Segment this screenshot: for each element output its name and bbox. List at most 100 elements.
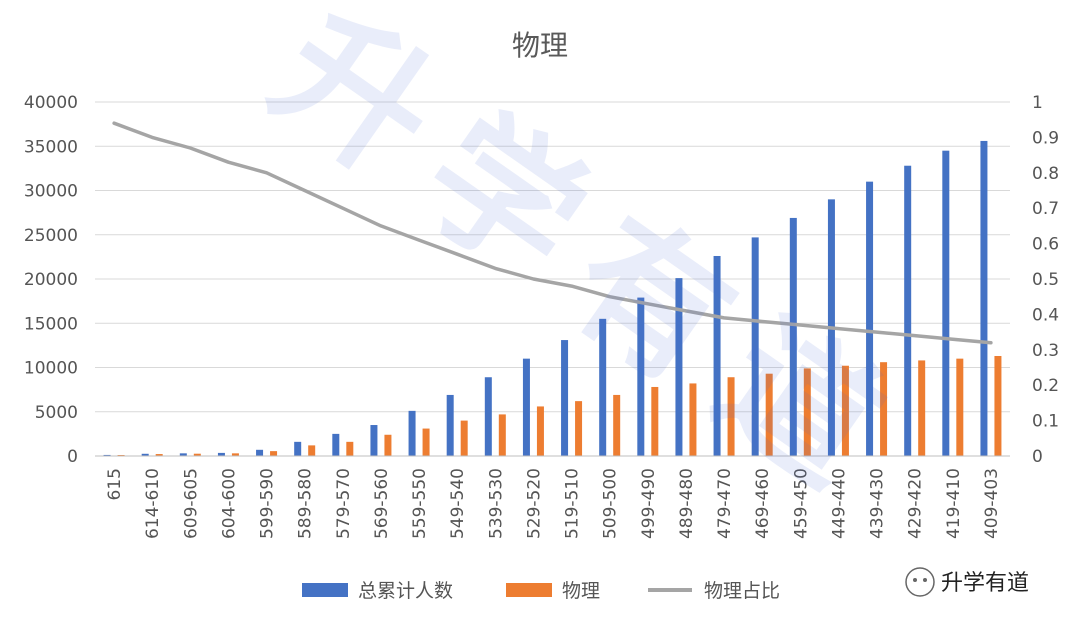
- right-axis: 0 0.1 0.2 0.3 0.4 0.5 0.6 0.7 0.8 0.9 1: [1032, 93, 1059, 467]
- total-cumulative-bar: [294, 441, 302, 456]
- right-axis-tick-label: 1: [1032, 93, 1043, 113]
- total-cumulative-bar: [332, 433, 340, 456]
- total-cumulative-bar: [751, 237, 759, 456]
- physics-bar: [308, 445, 316, 456]
- x-axis-tick-label: 559-550: [410, 468, 430, 539]
- ratio-line: [112, 121, 993, 345]
- x-axis-tick-label: 439-430: [868, 468, 888, 539]
- physics-bar: [689, 383, 697, 456]
- left-axis-tick-label: 35000: [24, 137, 78, 157]
- physics-bar: [422, 428, 430, 456]
- x-axis-tick-label: 459-450: [791, 468, 811, 539]
- wechat-logo-eye: [913, 578, 917, 582]
- physics-bar: [918, 360, 926, 456]
- left-axis-tick-label: 30000: [24, 182, 78, 202]
- legend-label: 总累计人数: [358, 580, 453, 602]
- x-axis-tick-label: 614-610: [143, 468, 163, 539]
- x-axis-tick-label: 589-580: [296, 468, 316, 539]
- total-cumulative-bar: [675, 278, 683, 456]
- x-axis-tick-label: 569-560: [372, 468, 392, 539]
- total-cumulative-bar: [103, 454, 111, 456]
- total-cumulative-bar: [370, 425, 378, 456]
- x-axis-tick-label: 579-570: [334, 468, 354, 539]
- x-axis-tick-label: 519-510: [563, 468, 583, 539]
- legend-label: 物理占比: [704, 580, 780, 602]
- left-axis-tick-label: 5000: [35, 403, 78, 423]
- x-axis-tick-label: 449-440: [829, 468, 849, 539]
- physics-bar: [765, 373, 773, 456]
- right-axis-tick-label: 0.7: [1032, 199, 1059, 219]
- physics-bar: [536, 406, 544, 456]
- total-cumulative-bar: [179, 453, 187, 456]
- physics-bar: [460, 420, 468, 456]
- total-cumulative-bar: [789, 217, 797, 456]
- legend-swatch: [302, 583, 348, 597]
- ratio-line-layer: [112, 121, 993, 345]
- physics-bar: [155, 454, 163, 456]
- x-axis-tick-label: 469-460: [753, 468, 773, 539]
- left-axis-tick-label: 0: [67, 447, 78, 467]
- total-cumulative-bar: [256, 449, 264, 456]
- physics-bar: [498, 414, 506, 456]
- chart-title: 物理: [512, 29, 568, 62]
- total-cumulative-bar: [141, 453, 149, 456]
- left-axis-tick-label: 25000: [24, 226, 78, 246]
- physics-bar: [384, 434, 392, 456]
- physics-bar: [803, 368, 811, 456]
- physics-bar: [956, 358, 964, 456]
- total-cumulative-bar: [446, 394, 454, 456]
- gridlines: [95, 101, 1010, 457]
- x-axis-tick-label: 509-500: [601, 468, 621, 539]
- left-axis-tick-label: 20000: [24, 270, 78, 290]
- left-axis-tick-label: 40000: [24, 93, 78, 113]
- x-axis-tick-label: 489-480: [677, 468, 697, 539]
- x-axis-tick-label: 615: [105, 468, 125, 500]
- x-axis-tick-label: 549-540: [448, 468, 468, 539]
- right-axis-tick-label: 0.9: [1032, 128, 1059, 148]
- total-cumulative-bar: [637, 297, 645, 456]
- total-cumulative-bar: [484, 377, 492, 456]
- physics-bar: [613, 394, 621, 456]
- right-axis-tick-label: 0.5: [1032, 270, 1059, 290]
- total-cumulative-bar: [713, 255, 721, 456]
- physics-bar: [651, 386, 659, 456]
- total-cumulative-bar: [866, 181, 874, 456]
- total-cumulative-bar: [408, 410, 416, 456]
- total-cumulative-bar: [522, 358, 530, 456]
- total-cumulative-bar: [980, 140, 988, 456]
- legend-swatch: [506, 583, 552, 597]
- physics-bar: [231, 453, 239, 456]
- x-axis-tick-label: 599-590: [258, 468, 278, 539]
- bars: [103, 140, 1002, 457]
- left-axis-tick-label: 15000: [24, 314, 78, 334]
- right-axis-tick-label: 0: [1032, 447, 1043, 467]
- left-axis: 0 5000 10000 15000 20000 25000 30000 35000 40000: [24, 93, 78, 467]
- right-axis-tick-label: 0.1: [1032, 412, 1059, 432]
- x-axis-tick-label: 409-403: [982, 468, 1002, 539]
- physics-bar: [841, 365, 849, 456]
- physics-bar: [193, 453, 201, 456]
- total-cumulative-bar: [942, 150, 950, 457]
- physics-bar: [270, 451, 278, 456]
- total-cumulative-bar: [904, 165, 912, 456]
- physics-bar: [880, 362, 888, 456]
- physics-bar: [727, 377, 735, 456]
- physics-bar: [575, 401, 583, 456]
- right-axis-tick-label: 0.4: [1032, 305, 1059, 325]
- x-axis-tick-label: 479-470: [715, 468, 735, 539]
- x-axis-tick-label: 419-410: [944, 468, 964, 539]
- right-axis-tick-label: 0.6: [1032, 235, 1059, 255]
- total-cumulative-bar: [599, 318, 607, 456]
- x-axis: 615 614-610 609-605 604-600 599-590 589-580 57…: [95, 455, 1010, 539]
- x-axis-tick-label: 529-520: [524, 468, 544, 539]
- physics-bar: [994, 355, 1002, 456]
- x-axis-tick-label: 499-490: [639, 468, 659, 539]
- total-cumulative-bar: [561, 340, 569, 456]
- wechat-logo-icon: [905, 567, 935, 597]
- x-axis-tick-label: 604-600: [219, 468, 239, 539]
- wechat-logo-eye: [923, 578, 927, 582]
- right-axis-tick-label: 0.8: [1032, 164, 1059, 184]
- total-cumulative-bar: [217, 452, 225, 456]
